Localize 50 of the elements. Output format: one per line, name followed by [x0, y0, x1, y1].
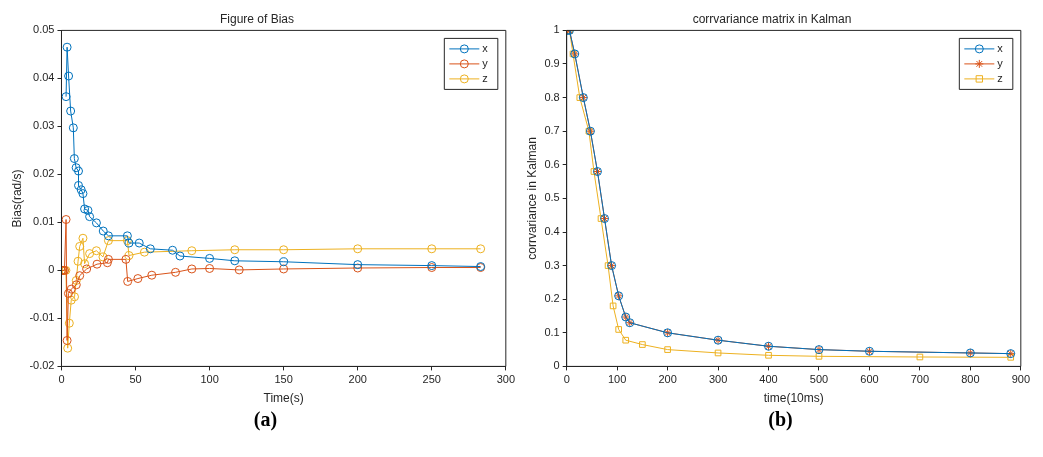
- y-tick-label: 0.05: [33, 23, 55, 36]
- x-tick-label: 0: [563, 373, 570, 386]
- y-tick-label: 0: [48, 263, 55, 276]
- y-tick-label: 0.03: [33, 119, 55, 132]
- y-tick-label: 0.01: [33, 215, 55, 228]
- y-tick-label: 0.2: [544, 292, 560, 305]
- x-tick-label: 100: [200, 373, 219, 386]
- x-tick-label: 50: [129, 373, 142, 386]
- chart-title: Figure of Bias: [219, 11, 295, 26]
- x-tick-label: 500: [809, 373, 829, 386]
- chart-title: corrvariance matrix in Kalman: [692, 11, 852, 26]
- y-tick-label: 1: [553, 23, 560, 36]
- y-tick-label: 0.9: [544, 57, 560, 70]
- x-tick-label: 800: [961, 373, 980, 386]
- x-tick-label: 200: [348, 373, 367, 386]
- x-tick-label: 200: [658, 373, 677, 386]
- y-tick-label: 0.04: [33, 71, 55, 84]
- y-tick-label: 0.3: [544, 258, 560, 271]
- x-tick-label: 0: [58, 373, 65, 386]
- x-tick-label: 700: [910, 373, 930, 386]
- legend-label: z: [482, 71, 488, 84]
- x-tick-label: 400: [759, 373, 778, 386]
- y-tick-label: 0: [553, 359, 560, 372]
- y-axis-title: corrvariance in Kalman: [524, 137, 539, 260]
- y-tick-label: 0.02: [33, 167, 55, 180]
- y-tick-label: -0.01: [29, 311, 55, 324]
- x-tick-label: 300: [708, 373, 728, 386]
- legend-label: x: [997, 41, 1004, 54]
- x-tick-label: 900: [1011, 373, 1030, 386]
- y-tick-label: 0.5: [544, 191, 560, 204]
- x-tick-label: 300: [496, 373, 515, 386]
- legend-label: x: [482, 41, 489, 54]
- x-axis-title: Time(s): [263, 391, 304, 406]
- text: (b): [767, 408, 794, 431]
- x-tick-label: 150: [274, 373, 293, 386]
- y-tick-label: 0.7: [544, 124, 560, 137]
- text: (a): [252, 408, 279, 431]
- legend-label: y: [482, 56, 489, 69]
- y-tick-label: 0.4: [544, 225, 560, 238]
- x-axis-title: time(10ms): [763, 391, 824, 406]
- y-axis-title: Bias(rad/s): [9, 169, 24, 228]
- y-tick-label: 0.6: [544, 157, 560, 170]
- x-tick-label: 100: [607, 373, 627, 386]
- y-tick-label: 0.1: [544, 325, 560, 338]
- legend-label: z: [997, 71, 1003, 84]
- x-tick-label: 250: [422, 373, 441, 386]
- y-tick-label: -0.02: [29, 359, 55, 372]
- x-tick-label: 600: [860, 373, 879, 386]
- y-tick-label: 0.8: [544, 90, 560, 103]
- legend-label: y: [997, 56, 1004, 69]
